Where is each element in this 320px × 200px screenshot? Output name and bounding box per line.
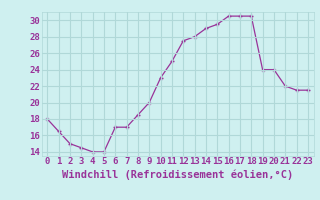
X-axis label: Windchill (Refroidissement éolien,°C): Windchill (Refroidissement éolien,°C)	[62, 169, 293, 180]
